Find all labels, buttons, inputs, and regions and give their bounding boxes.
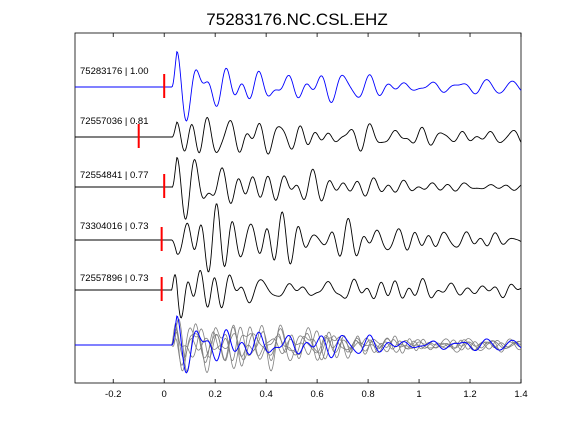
trace-label: 72557896 | 0.73: [80, 273, 149, 284]
x-tick-label: 1.4: [514, 389, 527, 400]
trace-label: 73304016 | 0.73: [80, 221, 149, 232]
traces-group: 75283176 | 1.00 72557036 | 0.81 72554841 |…: [75, 50, 522, 319]
x-tick-label: 0.6: [311, 389, 324, 400]
trace-waveform: [75, 50, 522, 122]
overlay-stack-group: [75, 315, 522, 374]
trace-waveform: [75, 203, 522, 273]
trace-label: 72554841 | 0.77: [80, 170, 149, 181]
trace: 73304016 | 0.73: [75, 203, 522, 273]
x-tick-label: -0.2: [105, 389, 121, 400]
overlay-master-trace: [75, 315, 522, 374]
x-tick-label: 0: [162, 389, 167, 400]
trace-label: 72557036 | 0.81: [80, 116, 149, 127]
x-tick-label: 0.4: [260, 389, 273, 400]
trace: 75283176 | 1.00: [75, 50, 522, 122]
trace: 72557036 | 0.81: [75, 116, 522, 155]
x-tick-label: 1: [416, 389, 421, 400]
axes-frame: [74, 32, 522, 384]
x-tick-label: 0.8: [361, 389, 374, 400]
chart-title: 75283176.NC.CSL.EHZ: [206, 10, 387, 29]
x-tick-label: 1.2: [463, 389, 476, 400]
x-axis: -0.2 0 0.2 0.4 0.6 0.8 1 1.2 1.4: [105, 33, 528, 400]
trace-waveform: [75, 269, 522, 319]
trace: 72554841 | 0.77: [75, 156, 522, 220]
x-tick-label: 0.2: [209, 389, 222, 400]
trace-label: 75283176 | 1.00: [80, 66, 149, 77]
trace-waveform: [75, 156, 522, 220]
trace-waveform: [75, 116, 522, 155]
trace: 72557896 | 0.73: [75, 269, 522, 319]
